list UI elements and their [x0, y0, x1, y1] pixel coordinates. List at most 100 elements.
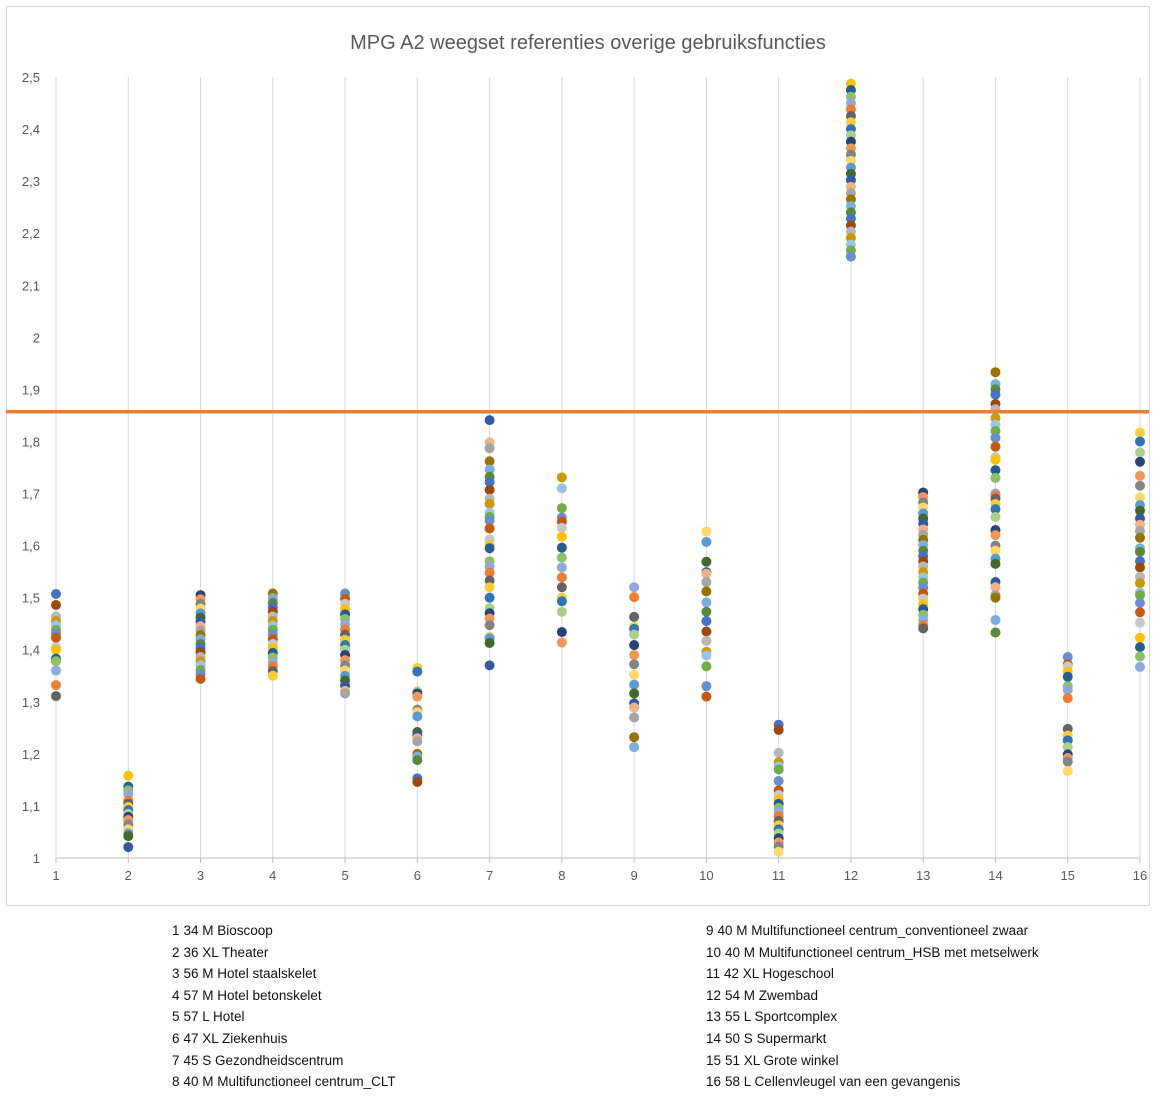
legend-item: 14 50 S Supermarkt	[706, 1028, 1039, 1050]
data-point	[51, 691, 61, 702]
data-point	[556, 522, 567, 533]
data-point	[484, 415, 495, 426]
legend-item: 13 55 L Sportcomplex	[706, 1006, 1039, 1028]
legend-item-number: 11	[706, 966, 721, 982]
legend-item: 4 57 M Hotel betonskelet	[172, 985, 396, 1007]
data-point	[990, 545, 1001, 556]
data-point	[990, 592, 1001, 603]
legend-item: 12 54 M Zwembad	[706, 985, 1039, 1007]
data-point	[1135, 562, 1145, 573]
data-point	[773, 724, 784, 735]
legend-item: 15 51 XL Grote winkel	[706, 1050, 1039, 1072]
legend-item-label: 57 M Hotel betonskelet	[183, 987, 322, 1003]
y-tick-label: 2,4	[22, 122, 40, 137]
legend-item: 5 57 L Hotel	[172, 1006, 396, 1028]
legend-item-number: 3	[172, 966, 180, 982]
data-point	[701, 616, 712, 627]
data-point	[267, 670, 278, 681]
y-tick-label: 1,5	[22, 591, 40, 606]
y-tick-label: 1,9	[22, 382, 40, 397]
data-point	[701, 626, 712, 637]
data-point	[1062, 684, 1073, 695]
legend-item-number: 2	[172, 944, 180, 960]
data-point	[1135, 617, 1145, 628]
data-point	[1135, 470, 1145, 481]
data-point	[51, 632, 61, 643]
data-point	[556, 582, 567, 593]
data-point	[51, 680, 61, 691]
data-point	[990, 472, 1001, 483]
legend-item: 2 36 XL Theater	[172, 942, 396, 964]
data-point	[845, 251, 856, 262]
legend-item: 6 47 XL Ziekenhuis	[172, 1028, 396, 1050]
data-point	[629, 688, 640, 699]
data-point	[123, 842, 134, 853]
category-legend: 1 34 M Bioscoop 2 36 XL Theater 3 56 M Hotel …	[0, 920, 1156, 1100]
data-point	[556, 552, 567, 563]
data-point	[701, 568, 712, 579]
data-point	[773, 846, 784, 857]
data-point	[484, 637, 495, 648]
data-point	[556, 503, 567, 514]
data-point	[412, 691, 423, 702]
legend-column-left: 1 34 M Bioscoop 2 36 XL Theater 3 56 M Hotel …	[172, 920, 396, 1093]
data-point	[556, 606, 567, 617]
data-point	[629, 732, 640, 743]
data-point	[1135, 590, 1145, 601]
data-point	[990, 465, 1001, 476]
x-tick-label: 11	[772, 868, 786, 883]
chart-area	[6, 6, 1150, 906]
data-point	[123, 831, 134, 842]
data-point	[340, 688, 351, 699]
data-point	[1135, 456, 1145, 467]
data-point	[629, 659, 640, 670]
data-point	[484, 567, 495, 578]
data-point	[484, 515, 495, 526]
x-tick-label: 1	[52, 868, 59, 883]
data-point	[484, 456, 495, 467]
data-point	[629, 742, 640, 753]
data-point	[701, 577, 712, 588]
x-tick-label: 2	[125, 868, 132, 883]
data-point	[629, 611, 640, 622]
data-point	[51, 589, 61, 600]
data-point	[412, 776, 423, 787]
data-point	[484, 443, 495, 454]
x-tick-label: 7	[486, 868, 493, 883]
data-point	[1135, 427, 1145, 438]
legend-item-label: 55 L Sportcomplex	[725, 1009, 838, 1025]
data-point	[629, 669, 640, 680]
legend-item-number: 12	[706, 987, 722, 1003]
data-point	[51, 665, 61, 676]
data-point	[1135, 480, 1145, 491]
data-point	[484, 543, 495, 554]
y-tick-label: 1,8	[22, 434, 40, 449]
legend-item: 1 34 M Bioscoop	[172, 920, 396, 942]
data-point	[990, 441, 1001, 452]
legend-item: 10 40 M Multifunctioneel centrum_HSB met …	[706, 942, 1039, 964]
legend-item-label: 45 S Gezondheidscentrum	[183, 1052, 344, 1068]
legend-item: 3 56 M Hotel staalskelet	[172, 963, 396, 985]
data-point	[990, 432, 1001, 443]
data-point	[484, 477, 495, 488]
data-point	[1062, 693, 1073, 704]
legend-item-label: 56 M Hotel staalskelet	[183, 966, 317, 982]
data-point	[556, 562, 567, 573]
legend-item-number: 16	[706, 1074, 722, 1090]
legend-item-label: 42 XL Hogeschool	[724, 966, 834, 982]
legend-item: 16 58 L Cellenvleugel van een gevangenis	[706, 1071, 1039, 1093]
data-point	[1135, 661, 1145, 672]
legend-item-number: 15	[706, 1052, 722, 1068]
legend-item-number: 1	[172, 923, 180, 938]
y-tick-label: 1,4	[22, 643, 40, 658]
legend-item-label: 54 M Zwembad	[725, 987, 819, 1003]
x-tick-label: 5	[341, 868, 348, 883]
data-point	[701, 691, 712, 702]
axes: 1 2 3 4 5 6 7 8 9 10 11 12 13 14 15 1611,11,21,31,41,51…	[22, 70, 1147, 883]
legend-item-number: 7	[172, 1052, 180, 1068]
data-point	[195, 673, 206, 684]
data-point	[701, 586, 712, 597]
legend-item-label: 40 M Multifunctioneel centrum_convention…	[717, 923, 1029, 938]
legend-item-label: 40 M Multifunctioneel centrum_HSB met me…	[725, 944, 1039, 960]
data-point	[484, 523, 495, 534]
